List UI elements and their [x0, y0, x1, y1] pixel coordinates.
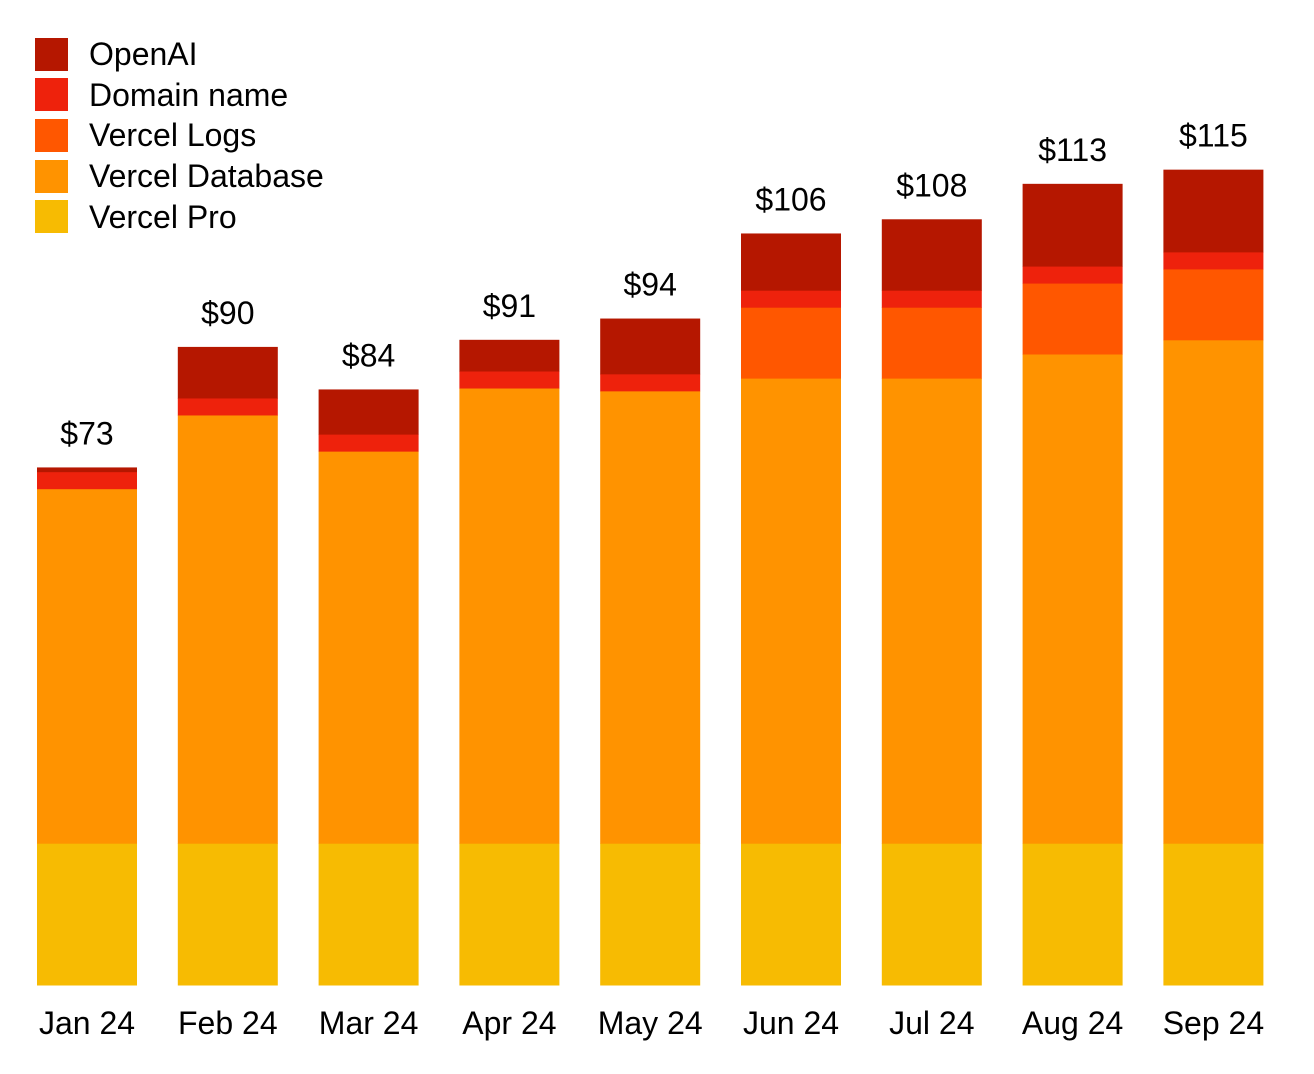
bar-segment-domain-name-aug-24 [1022, 266, 1123, 284]
total-label-apr-24: $91 [483, 288, 536, 324]
bar-segment-domain-name-feb-24 [177, 397, 278, 416]
legend-item-vercel-database: Vercel Database [35, 156, 324, 197]
bar-segment-domain-name-jan-24 [37, 471, 137, 490]
bar-segment-vercel-database-apr-24 [459, 388, 560, 844]
bar-segment-vercel-pro-mar-24 [318, 843, 419, 986]
bar-segment-vercel-database-jan-24 [37, 488, 137, 844]
total-label-mar-24: $84 [342, 337, 395, 373]
bar-segment-domain-name-may-24 [600, 373, 701, 392]
bar-segment-openai-may-24 [600, 318, 701, 375]
x-tick-label-sep-24: Sep 24 [1163, 1005, 1264, 1041]
total-label-sep-24: $115 [1179, 118, 1248, 154]
legend-swatch [35, 118, 68, 152]
legend-swatch [35, 159, 68, 193]
x-tick-label-mar-24: Mar 24 [319, 1005, 419, 1041]
legend-label: Vercel Database [89, 158, 324, 195]
bar-segment-vercel-pro-jul-24 [881, 843, 982, 986]
total-label-aug-24: $113 [1038, 132, 1107, 168]
bar-segment-vercel-logs-aug-24 [1022, 283, 1123, 355]
x-tick-label-may-24: May 24 [598, 1005, 703, 1041]
bars-group [37, 169, 1264, 986]
legend-swatch [35, 200, 68, 234]
legend-label: Vercel Pro [89, 198, 237, 235]
bar-segment-vercel-pro-feb-24 [177, 843, 278, 986]
bar-segment-domain-name-sep-24 [1163, 251, 1264, 270]
total-label-jun-24: $106 [755, 181, 826, 217]
legend-item-vercel-logs: Vercel Logs [35, 115, 324, 156]
legend-item-openai: OpenAI [35, 34, 324, 75]
bar-segment-vercel-database-feb-24 [177, 414, 278, 844]
total-label-may-24: $94 [624, 267, 677, 303]
bar-segment-openai-sep-24 [1163, 169, 1264, 253]
bar-segment-vercel-database-sep-24 [1163, 339, 1264, 844]
x-tick-label-apr-24: Apr 24 [462, 1005, 556, 1041]
bar-segment-vercel-pro-jun-24 [741, 843, 841, 986]
x-tick-label-jan-24: Jan 24 [39, 1005, 135, 1041]
bar-segment-openai-aug-24 [1022, 183, 1123, 267]
x-tick-label-feb-24: Feb 24 [178, 1005, 278, 1041]
legend-label: Domain name [89, 76, 289, 113]
bar-segment-vercel-pro-may-24 [600, 843, 701, 986]
bar-segment-domain-name-jul-24 [881, 290, 982, 308]
bar-segment-vercel-database-jul-24 [881, 378, 982, 844]
legend-swatch [35, 37, 68, 71]
legend-label: Vercel Logs [89, 117, 257, 154]
x-tick-label-jul-24: Jul 24 [889, 1005, 974, 1041]
total-label-feb-24: $90 [201, 295, 254, 331]
bar-segment-domain-name-apr-24 [459, 371, 560, 389]
legend: OpenAI Domain name Vercel Logs Vercel Da… [35, 34, 324, 237]
bar-segment-vercel-logs-jul-24 [881, 307, 982, 379]
bar-segment-vercel-logs-jun-24 [741, 307, 841, 379]
bar-segment-vercel-database-mar-24 [318, 451, 419, 844]
legend-swatch [35, 78, 68, 112]
legend-item-domain-name: Domain name [35, 75, 324, 116]
x-tick-label-jun-24: Jun 24 [743, 1005, 839, 1041]
bar-segment-domain-name-jun-24 [741, 290, 841, 308]
bar-segment-domain-name-mar-24 [318, 434, 419, 452]
total-label-jan-24: $73 [60, 415, 113, 451]
x-axis-labels-group: Jan 24 Feb 24 Mar 24 Apr 24 May 24 Jun 24 Jul … [39, 1005, 1264, 1041]
bar-segment-vercel-database-jun-24 [741, 378, 841, 844]
bar-segment-openai-mar-24 [318, 389, 419, 435]
x-tick-label-aug-24: Aug 24 [1022, 1005, 1123, 1041]
bar-segment-openai-jul-24 [881, 219, 982, 291]
bar-segment-vercel-pro-jan-24 [37, 843, 137, 986]
bar-segment-openai-jun-24 [741, 233, 841, 291]
bar-segment-vercel-logs-sep-24 [1163, 268, 1264, 341]
total-label-jul-24: $108 [896, 167, 967, 203]
bar-segment-vercel-pro-apr-24 [459, 843, 560, 986]
bar-segment-vercel-database-aug-24 [1022, 353, 1123, 844]
total-labels-group: $73 $90 $84 $91 $94 $106 $108 $113 $115 [60, 118, 1248, 452]
legend-label: OpenAI [89, 36, 198, 73]
legend-item-vercel-pro: Vercel Pro [35, 196, 324, 237]
bar-segment-openai-apr-24 [459, 339, 560, 372]
bar-segment-openai-jan-24 [37, 467, 137, 473]
bar-segment-vercel-database-may-24 [600, 390, 701, 844]
bar-segment-vercel-pro-aug-24 [1022, 843, 1123, 986]
bar-segment-vercel-pro-sep-24 [1163, 843, 1264, 986]
bar-segment-openai-feb-24 [177, 346, 278, 399]
